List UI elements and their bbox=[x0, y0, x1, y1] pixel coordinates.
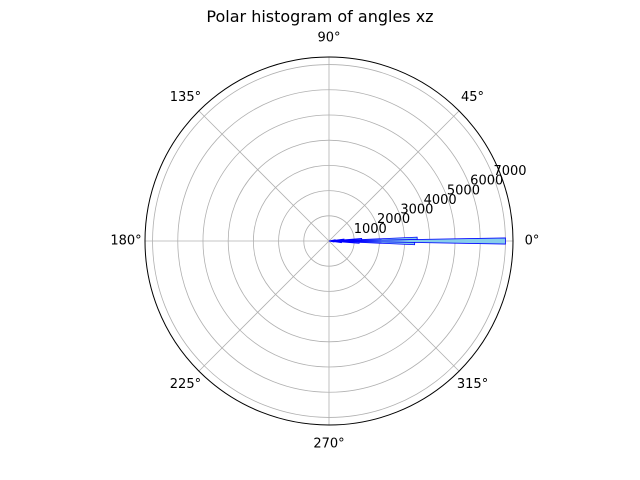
r-tick-label: 7000 bbox=[493, 164, 526, 179]
histogram-bar bbox=[328, 239, 336, 242]
theta-tick-label: 90° bbox=[317, 31, 340, 46]
theta-tick-label: 45° bbox=[461, 90, 484, 105]
theta-grid-line bbox=[198, 110, 330, 242]
chart-title: Polar histogram of angles xz bbox=[206, 7, 434, 26]
theta-grid-line bbox=[328, 240, 460, 372]
bars-layer bbox=[328, 236, 506, 246]
labels-layer: 0° 45° 90° 135° 180° 225° 270° 315° 100020003000… bbox=[110, 31, 539, 452]
r-tick-label: 3000 bbox=[400, 203, 433, 218]
theta-tick-label: 180° bbox=[110, 234, 141, 249]
r-tick-label: 4000 bbox=[424, 193, 457, 208]
r-tick-label: 1000 bbox=[354, 222, 387, 237]
histogram-bar bbox=[328, 240, 335, 243]
theta-grid-line bbox=[328, 110, 460, 242]
polar-frame bbox=[144, 56, 514, 426]
theta-tick-label: 270° bbox=[313, 437, 344, 452]
theta-grid-line bbox=[198, 240, 330, 372]
theta-tick-label: 135° bbox=[170, 90, 201, 105]
theta-tick-label: 0° bbox=[525, 234, 540, 249]
theta-tick-label: 315° bbox=[457, 377, 488, 392]
theta-tick-label: 225° bbox=[170, 377, 201, 392]
r-tick-label: 6000 bbox=[470, 174, 503, 189]
r-tick-label: 5000 bbox=[447, 183, 480, 198]
r-tick-label: 2000 bbox=[377, 212, 410, 227]
histogram-bar bbox=[328, 237, 506, 245]
